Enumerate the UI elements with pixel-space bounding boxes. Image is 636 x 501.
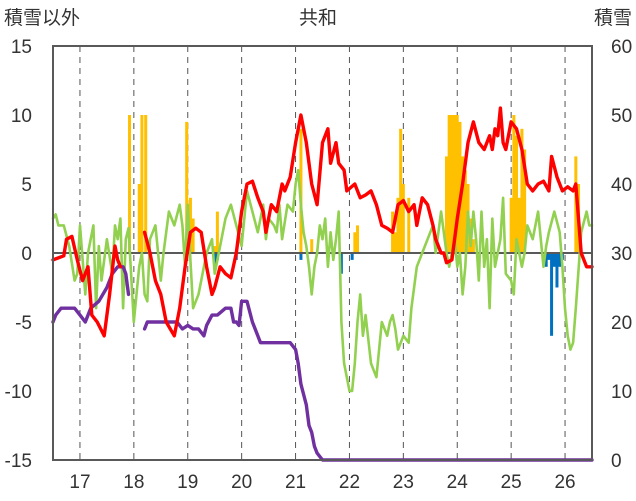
blue-bar	[547, 253, 551, 260]
orange-bar	[401, 184, 405, 253]
right-tick-label: 50	[611, 106, 632, 127]
orange-bar	[461, 156, 465, 253]
blue-bar	[350, 253, 354, 260]
orange-bar	[509, 197, 513, 253]
orange-bar	[517, 197, 521, 253]
blue-bar	[339, 253, 343, 274]
orange-bar	[512, 115, 516, 253]
orange-bar	[520, 128, 524, 253]
x-tick-label: 25	[501, 472, 522, 493]
orange-bar	[185, 121, 189, 254]
bar-series	[122, 115, 581, 336]
orange-bar	[356, 225, 360, 253]
red-line	[51, 106, 594, 338]
orange-bar	[215, 211, 219, 253]
orange-bar	[144, 115, 148, 253]
orange-bar	[407, 197, 411, 253]
orange-bar	[458, 121, 462, 254]
right-tick-label: 30	[611, 244, 632, 265]
x-tick-label: 19	[177, 472, 198, 493]
blue-bar	[544, 253, 548, 267]
x-tick-label: 21	[285, 472, 306, 493]
x-tick-label: 26	[554, 472, 575, 493]
right-axis-title: 積雪	[594, 7, 632, 29]
left-tick-label: -5	[15, 313, 32, 334]
right-tick-label: 10	[611, 382, 632, 403]
left-tick-label: -10	[5, 382, 32, 403]
green-line	[51, 168, 594, 393]
orange-bar	[353, 232, 357, 253]
x-tick-label: 17	[69, 472, 90, 493]
x-tick-label: 18	[123, 472, 144, 493]
left-tick-label: 10	[11, 106, 32, 127]
x-tick-label: 22	[339, 472, 360, 493]
line-series	[51, 106, 594, 462]
orange-bar	[453, 115, 457, 253]
orange-bar	[523, 149, 527, 253]
orange-bar	[463, 170, 467, 253]
right-tick-label: 0	[611, 451, 622, 472]
plot-frame	[52, 45, 593, 461]
blue-bar	[550, 253, 554, 336]
x-tick-label: 23	[393, 472, 414, 493]
blue-bar	[555, 253, 559, 288]
orange-bar	[128, 115, 132, 253]
left-tick-label: 5	[21, 175, 32, 196]
orange-bar	[450, 115, 454, 253]
x-tick-label: 20	[231, 472, 252, 493]
right-tick-label: 20	[611, 313, 632, 334]
orange-bar	[455, 115, 459, 253]
grid-lines	[79, 46, 566, 460]
orange-bar	[396, 197, 400, 253]
blue-bar	[299, 253, 303, 260]
blue-bar	[558, 253, 562, 267]
orange-bar	[515, 135, 519, 253]
orange-bar	[310, 239, 314, 253]
orange-bar	[447, 115, 451, 253]
right-tick-label: 60	[611, 37, 632, 58]
left-tick-label: 15	[11, 37, 32, 58]
right-tick-label: 40	[611, 175, 632, 196]
orange-bar	[444, 156, 448, 253]
orange-bar	[399, 128, 403, 253]
orange-bar	[188, 197, 192, 253]
left-tick-label: 0	[21, 244, 32, 265]
left-axis-title: 積雪以外	[4, 7, 80, 29]
orange-bar	[137, 184, 141, 253]
orange-bar	[213, 246, 217, 253]
blue-bar	[552, 253, 556, 267]
orange-bar	[471, 239, 475, 253]
left-tick-label: -15	[5, 451, 32, 472]
chart-title: 共和	[299, 7, 337, 29]
orange-bar	[140, 115, 144, 253]
orange-bar	[393, 232, 397, 253]
orange-bar	[191, 218, 195, 253]
x-tick-label: 24	[447, 472, 469, 493]
